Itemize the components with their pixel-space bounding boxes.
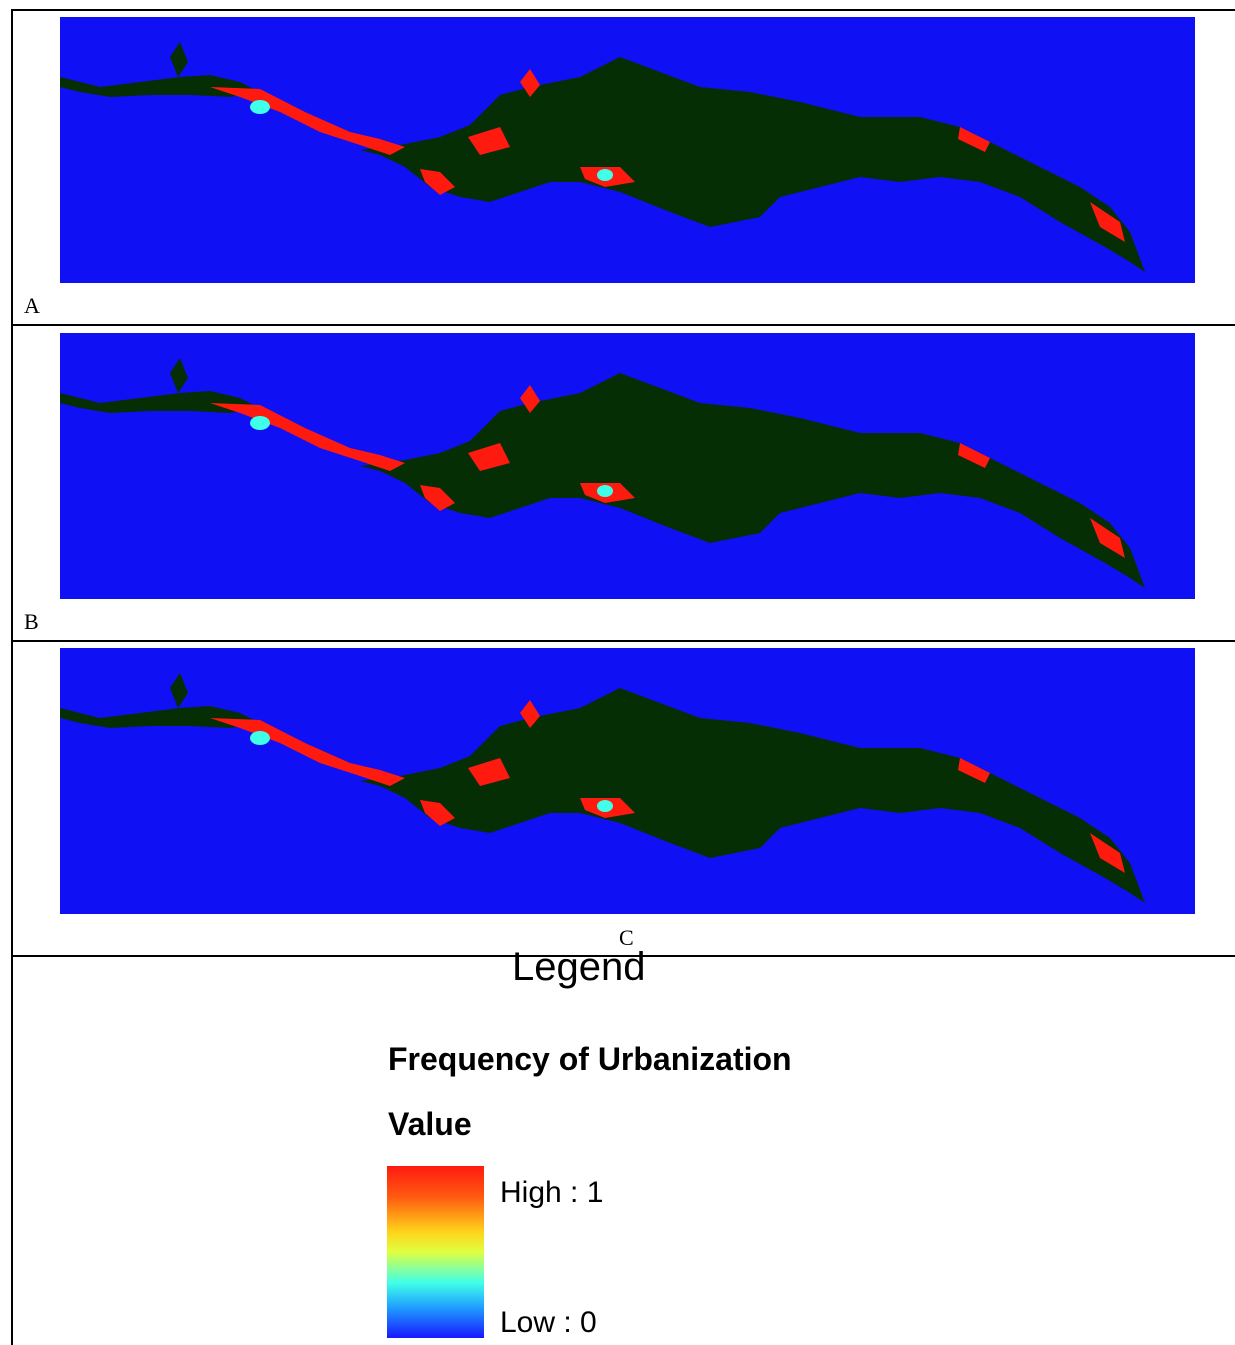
urbanization-map-a bbox=[60, 42, 1145, 272]
urbanization-map-c bbox=[60, 673, 1145, 903]
legend-layer-name: Frequency of Urbanization bbox=[388, 1041, 792, 1077]
map-panel-b bbox=[60, 333, 1195, 599]
map-panel-c bbox=[60, 648, 1195, 914]
panel-label-b: B bbox=[24, 609, 39, 634]
urbanization-map-b bbox=[60, 358, 1145, 588]
frame-top-border bbox=[11, 9, 1235, 11]
divider-c-legend bbox=[11, 955, 1235, 957]
legend-high-label: High : 1 bbox=[500, 1176, 604, 1209]
legend-low-label: Low : 0 bbox=[500, 1306, 597, 1339]
legend-field-name: Value bbox=[388, 1106, 472, 1142]
legend-color-ramp bbox=[387, 1166, 484, 1338]
panel-label-c: C bbox=[619, 925, 634, 950]
map-panel-a bbox=[60, 17, 1195, 283]
frame-left-border bbox=[11, 9, 13, 1345]
panel-label-a: A bbox=[24, 293, 40, 318]
legend-title: Legend bbox=[512, 945, 646, 989]
divider-b-c bbox=[11, 640, 1235, 642]
divider-a-b bbox=[11, 324, 1235, 326]
